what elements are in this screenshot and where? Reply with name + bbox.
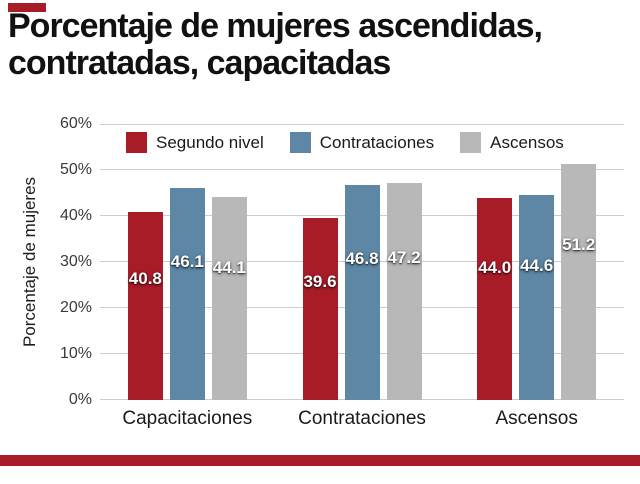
bar: 39.6 xyxy=(302,217,338,400)
legend-item: Segundo nivel xyxy=(126,132,264,153)
bar: 44.0 xyxy=(477,197,513,400)
x-axis-label: Capacitaciones xyxy=(122,408,253,429)
y-tick-label: 20% xyxy=(59,298,92,316)
bar-group: 44.0 44.6 51.2 xyxy=(449,124,624,400)
y-tick-label: 10% xyxy=(59,345,92,362)
legend-item: Ascensos xyxy=(460,132,564,153)
bar-group: 40.8 46.1 44.1 xyxy=(100,124,275,400)
x-axis-labels: Capacitaciones Contrataciones Ascensos xyxy=(100,408,624,430)
bar-value-label: 46.8 xyxy=(345,249,379,269)
bar-value-label: 47.2 xyxy=(387,248,421,268)
y-tick-label: 50% xyxy=(59,160,92,178)
y-tick-label: 40% xyxy=(59,206,92,224)
x-axis-label: Ascensos xyxy=(495,408,578,429)
y-axis-ticks: 0% 10% 20% 30% 40% 50% 60% xyxy=(34,115,92,408)
bar: 44.6 xyxy=(519,194,555,400)
bar-groups: 40.8 46.1 44.1 39.6 46.8 47.2 44.0 44.6 51.2 xyxy=(100,124,624,400)
plot-area: 40.8 46.1 44.1 39.6 46.8 47.2 44.0 44.6 51.2 Seg… xyxy=(100,124,624,400)
legend-swatch xyxy=(289,132,311,153)
chart-title: Porcentaje de mujeres ascendidas, contra… xyxy=(8,7,543,82)
bar-value-label: 39.6 xyxy=(303,272,337,292)
legend-label: Contrataciones xyxy=(319,132,435,152)
bar: 46.1 xyxy=(169,187,205,400)
bar-value-label: 44.6 xyxy=(520,256,554,276)
bar-value-label: 40.8 xyxy=(128,268,162,288)
top-accent-bar xyxy=(8,3,46,12)
bar: 47.2 xyxy=(386,182,422,400)
legend-swatch xyxy=(126,132,147,153)
bar-value-label: 51.2 xyxy=(562,235,596,255)
gridline xyxy=(100,168,624,170)
bar-value-label: 46.1 xyxy=(170,251,204,271)
y-tick-label: 30% xyxy=(59,253,92,270)
bottom-accent-bar xyxy=(0,455,640,466)
bar: 51.2 xyxy=(561,164,597,400)
x-axis-label: Contrataciones xyxy=(298,408,426,429)
legend-swatch xyxy=(460,132,482,153)
legend-item: Contrataciones xyxy=(289,132,435,153)
legend-label: Ascensos xyxy=(490,132,564,152)
y-tick-label: 0% xyxy=(68,391,92,408)
bar-group: 39.6 46.8 47.2 xyxy=(275,124,450,400)
legend: Segundo nivel Contrataciones Ascensos xyxy=(126,132,564,153)
bar: 46.8 xyxy=(344,184,380,400)
bar: 44.1 xyxy=(211,197,247,400)
gridline xyxy=(100,124,624,125)
legend-label: Segundo nivel xyxy=(156,132,264,152)
bar-value-label: 44.1 xyxy=(212,257,246,277)
bar: 40.8 xyxy=(127,212,163,400)
y-tick-label: 60% xyxy=(59,115,92,132)
bar-value-label: 44.0 xyxy=(478,258,512,278)
